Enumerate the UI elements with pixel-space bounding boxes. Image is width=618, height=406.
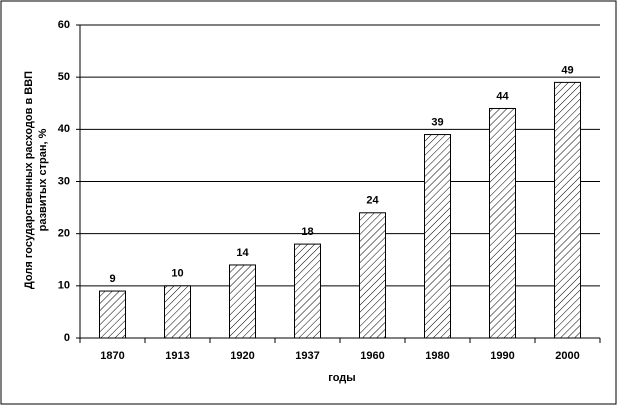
bar [99,290,126,339]
bar [359,212,386,339]
y-tick-label: 60 [58,19,70,31]
x-tick-label: 1980 [425,350,449,362]
bar [554,81,581,339]
bar [164,285,191,339]
y-axis-label: развитых стран, % [37,128,49,231]
y-tick-label: 30 [58,175,70,187]
y-tick-label: 10 [58,280,70,292]
data-label: 10 [171,268,183,280]
y-axis-label: Доля государственных расходов в ВВП [23,71,35,289]
y-tick-label: 0 [64,332,70,344]
x-axis-label: годы [328,372,355,384]
data-label: 49 [561,64,573,76]
data-label: 39 [431,116,443,128]
y-tick-label: 40 [58,123,70,135]
data-label: 44 [496,90,509,102]
data-label: 24 [366,195,379,207]
bar [489,107,516,339]
x-tick-label: 1870 [100,350,124,362]
bar [424,134,451,339]
x-tick-label: 1937 [295,350,319,362]
data-label: 14 [236,247,249,259]
x-tick-label: 1920 [230,350,254,362]
bar [294,243,321,339]
x-tick-label: 1960 [360,350,384,362]
y-tick-label: 20 [58,228,70,240]
x-tick-label: 1990 [490,350,514,362]
x-tick-label: 1913 [165,350,189,362]
data-label: 9 [109,273,115,285]
x-tick-label: 2000 [555,350,579,362]
bar [229,264,256,339]
y-tick-label: 50 [58,71,70,83]
data-label: 18 [301,226,313,238]
